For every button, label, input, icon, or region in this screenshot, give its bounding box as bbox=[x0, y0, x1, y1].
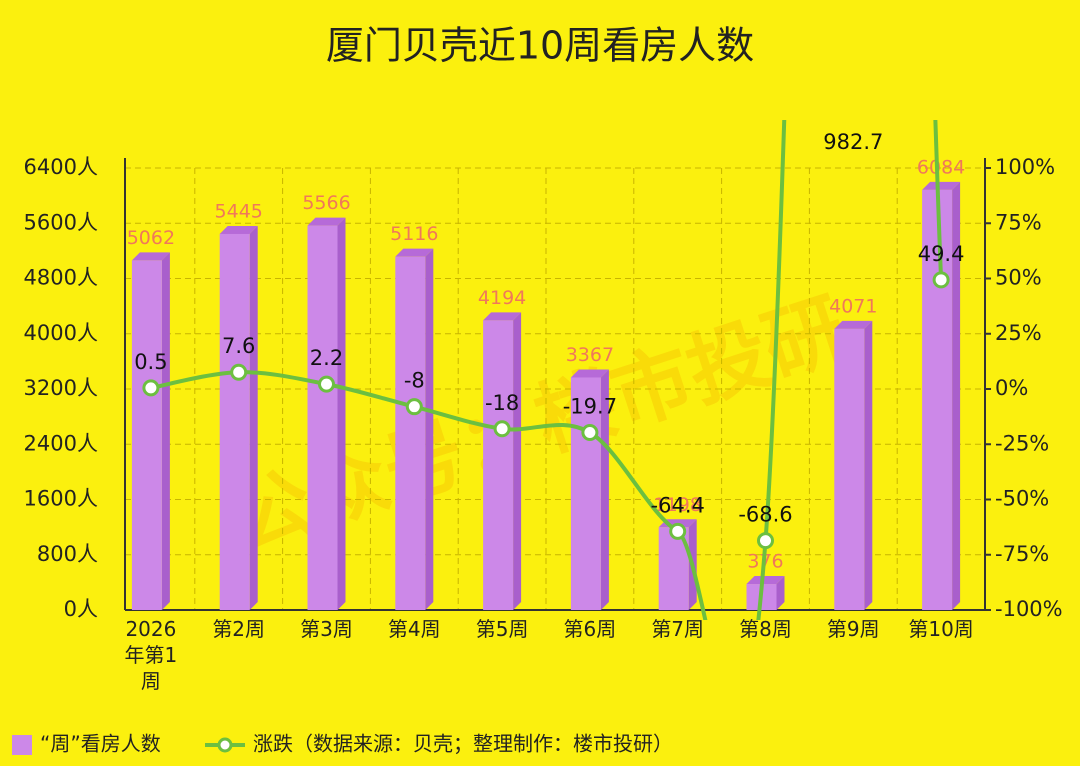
line-marker bbox=[230, 363, 248, 381]
bar-top bbox=[922, 181, 961, 190]
bar bbox=[131, 260, 162, 610]
y2-tick-label: -25% bbox=[995, 431, 1049, 455]
legend-marker bbox=[217, 737, 233, 753]
bar-value-label: 1198 bbox=[654, 494, 702, 516]
bar-side bbox=[513, 312, 522, 610]
y2-tick-label: -100% bbox=[995, 597, 1063, 621]
bar-value-label: 5445 bbox=[215, 200, 263, 222]
y2-tick-label: -50% bbox=[995, 487, 1049, 511]
line-value-label: -18 bbox=[485, 391, 519, 415]
bar-value-label: 3367 bbox=[566, 344, 614, 366]
bar-value-label: 6084 bbox=[917, 156, 965, 178]
x-tick-label: 2026年第1周 bbox=[124, 617, 178, 693]
y-tick-label: 4800人 bbox=[24, 266, 98, 290]
y2-tick-label: 0% bbox=[995, 376, 1028, 400]
legend-label: “周”看房人数 bbox=[40, 732, 161, 756]
bar-top bbox=[307, 217, 346, 226]
bar bbox=[570, 377, 601, 610]
bar-side bbox=[776, 576, 785, 610]
legend-label: 涨跌（数据来源：贝壳；整理制作：楼市投研） bbox=[253, 732, 673, 756]
line-value-label: -8 bbox=[404, 369, 425, 393]
line-marker bbox=[757, 532, 774, 550]
bar-side bbox=[337, 217, 346, 610]
bar-top bbox=[219, 225, 258, 234]
y-tick-label: 4000人 bbox=[24, 321, 98, 345]
line-value-label: 982.7 bbox=[823, 130, 883, 154]
bar-side bbox=[425, 248, 434, 610]
bar bbox=[483, 320, 514, 610]
line-value-label: -64.4 bbox=[651, 493, 705, 517]
y2-tick-label: 50% bbox=[995, 266, 1042, 290]
legend-swatch bbox=[12, 735, 32, 755]
line-group bbox=[142, 120, 950, 620]
bar-side bbox=[864, 320, 873, 610]
y-tick-label: 1600人 bbox=[24, 487, 98, 511]
line-marker bbox=[581, 424, 599, 442]
bar-top bbox=[746, 576, 785, 585]
line-marker bbox=[405, 398, 423, 416]
bar-top bbox=[834, 320, 873, 329]
bar-top bbox=[483, 312, 522, 321]
line-value-label: 49.4 bbox=[918, 242, 965, 266]
bar-side bbox=[600, 369, 609, 610]
line-value-label: 2.2 bbox=[310, 346, 343, 370]
y-tick-label: 0人 bbox=[64, 597, 98, 621]
y2-tick-label: -75% bbox=[995, 542, 1049, 566]
y-tick-label: 800人 bbox=[37, 542, 98, 566]
line-value-label: -19.7 bbox=[563, 395, 617, 419]
y2-tick-label: 75% bbox=[995, 210, 1042, 234]
bar bbox=[395, 256, 426, 610]
x-tick-label: 第10周 bbox=[908, 617, 974, 641]
x-tick-label: 第5周 bbox=[475, 617, 529, 641]
x-tick-label: 第2周 bbox=[212, 617, 266, 641]
bar-side bbox=[161, 252, 170, 610]
y2-tick-label: 100% bbox=[995, 155, 1055, 179]
line-marker bbox=[318, 375, 335, 393]
bar-side bbox=[249, 225, 258, 610]
bar bbox=[922, 189, 953, 611]
line-value-label: 0.5 bbox=[134, 350, 167, 374]
bar-value-label: 5566 bbox=[302, 192, 350, 214]
line-value-label: 7.6 bbox=[222, 334, 255, 358]
line-marker bbox=[669, 522, 687, 540]
bar bbox=[834, 328, 865, 610]
bar-value-label: 5062 bbox=[127, 227, 175, 249]
bar bbox=[307, 225, 338, 610]
x-tick-label: 第3周 bbox=[300, 617, 353, 641]
x-tick-label: 第4周 bbox=[387, 617, 441, 641]
line-marker bbox=[493, 420, 511, 438]
line-marker bbox=[142, 379, 160, 397]
x-tick-label: 第6周 bbox=[563, 617, 617, 641]
bar-value-label: 4071 bbox=[829, 295, 877, 317]
x-tick-label: 第7周 bbox=[651, 617, 705, 641]
y2-tick-label: 25% bbox=[995, 321, 1042, 345]
bar-side bbox=[952, 181, 961, 611]
bar-top bbox=[131, 252, 170, 261]
bar-top bbox=[570, 369, 609, 378]
y-tick-label: 6400人 bbox=[24, 155, 98, 179]
bar-value-label: 5116 bbox=[390, 223, 438, 245]
bar bbox=[219, 233, 250, 610]
y-tick-label: 5600人 bbox=[24, 210, 98, 234]
x-tick-label: 第9周 bbox=[826, 617, 880, 641]
y-tick-label: 2400人 bbox=[24, 431, 98, 455]
line-value-label: -68.6 bbox=[738, 503, 792, 527]
line-marker bbox=[932, 271, 950, 289]
bar-value-label: 4194 bbox=[478, 287, 526, 309]
x-tick-label: 第8周 bbox=[739, 617, 792, 641]
chart-title: 厦门贝壳近10周看房人数 bbox=[326, 24, 754, 68]
bar-top bbox=[395, 248, 434, 257]
y-tick-label: 3200人 bbox=[24, 376, 98, 400]
